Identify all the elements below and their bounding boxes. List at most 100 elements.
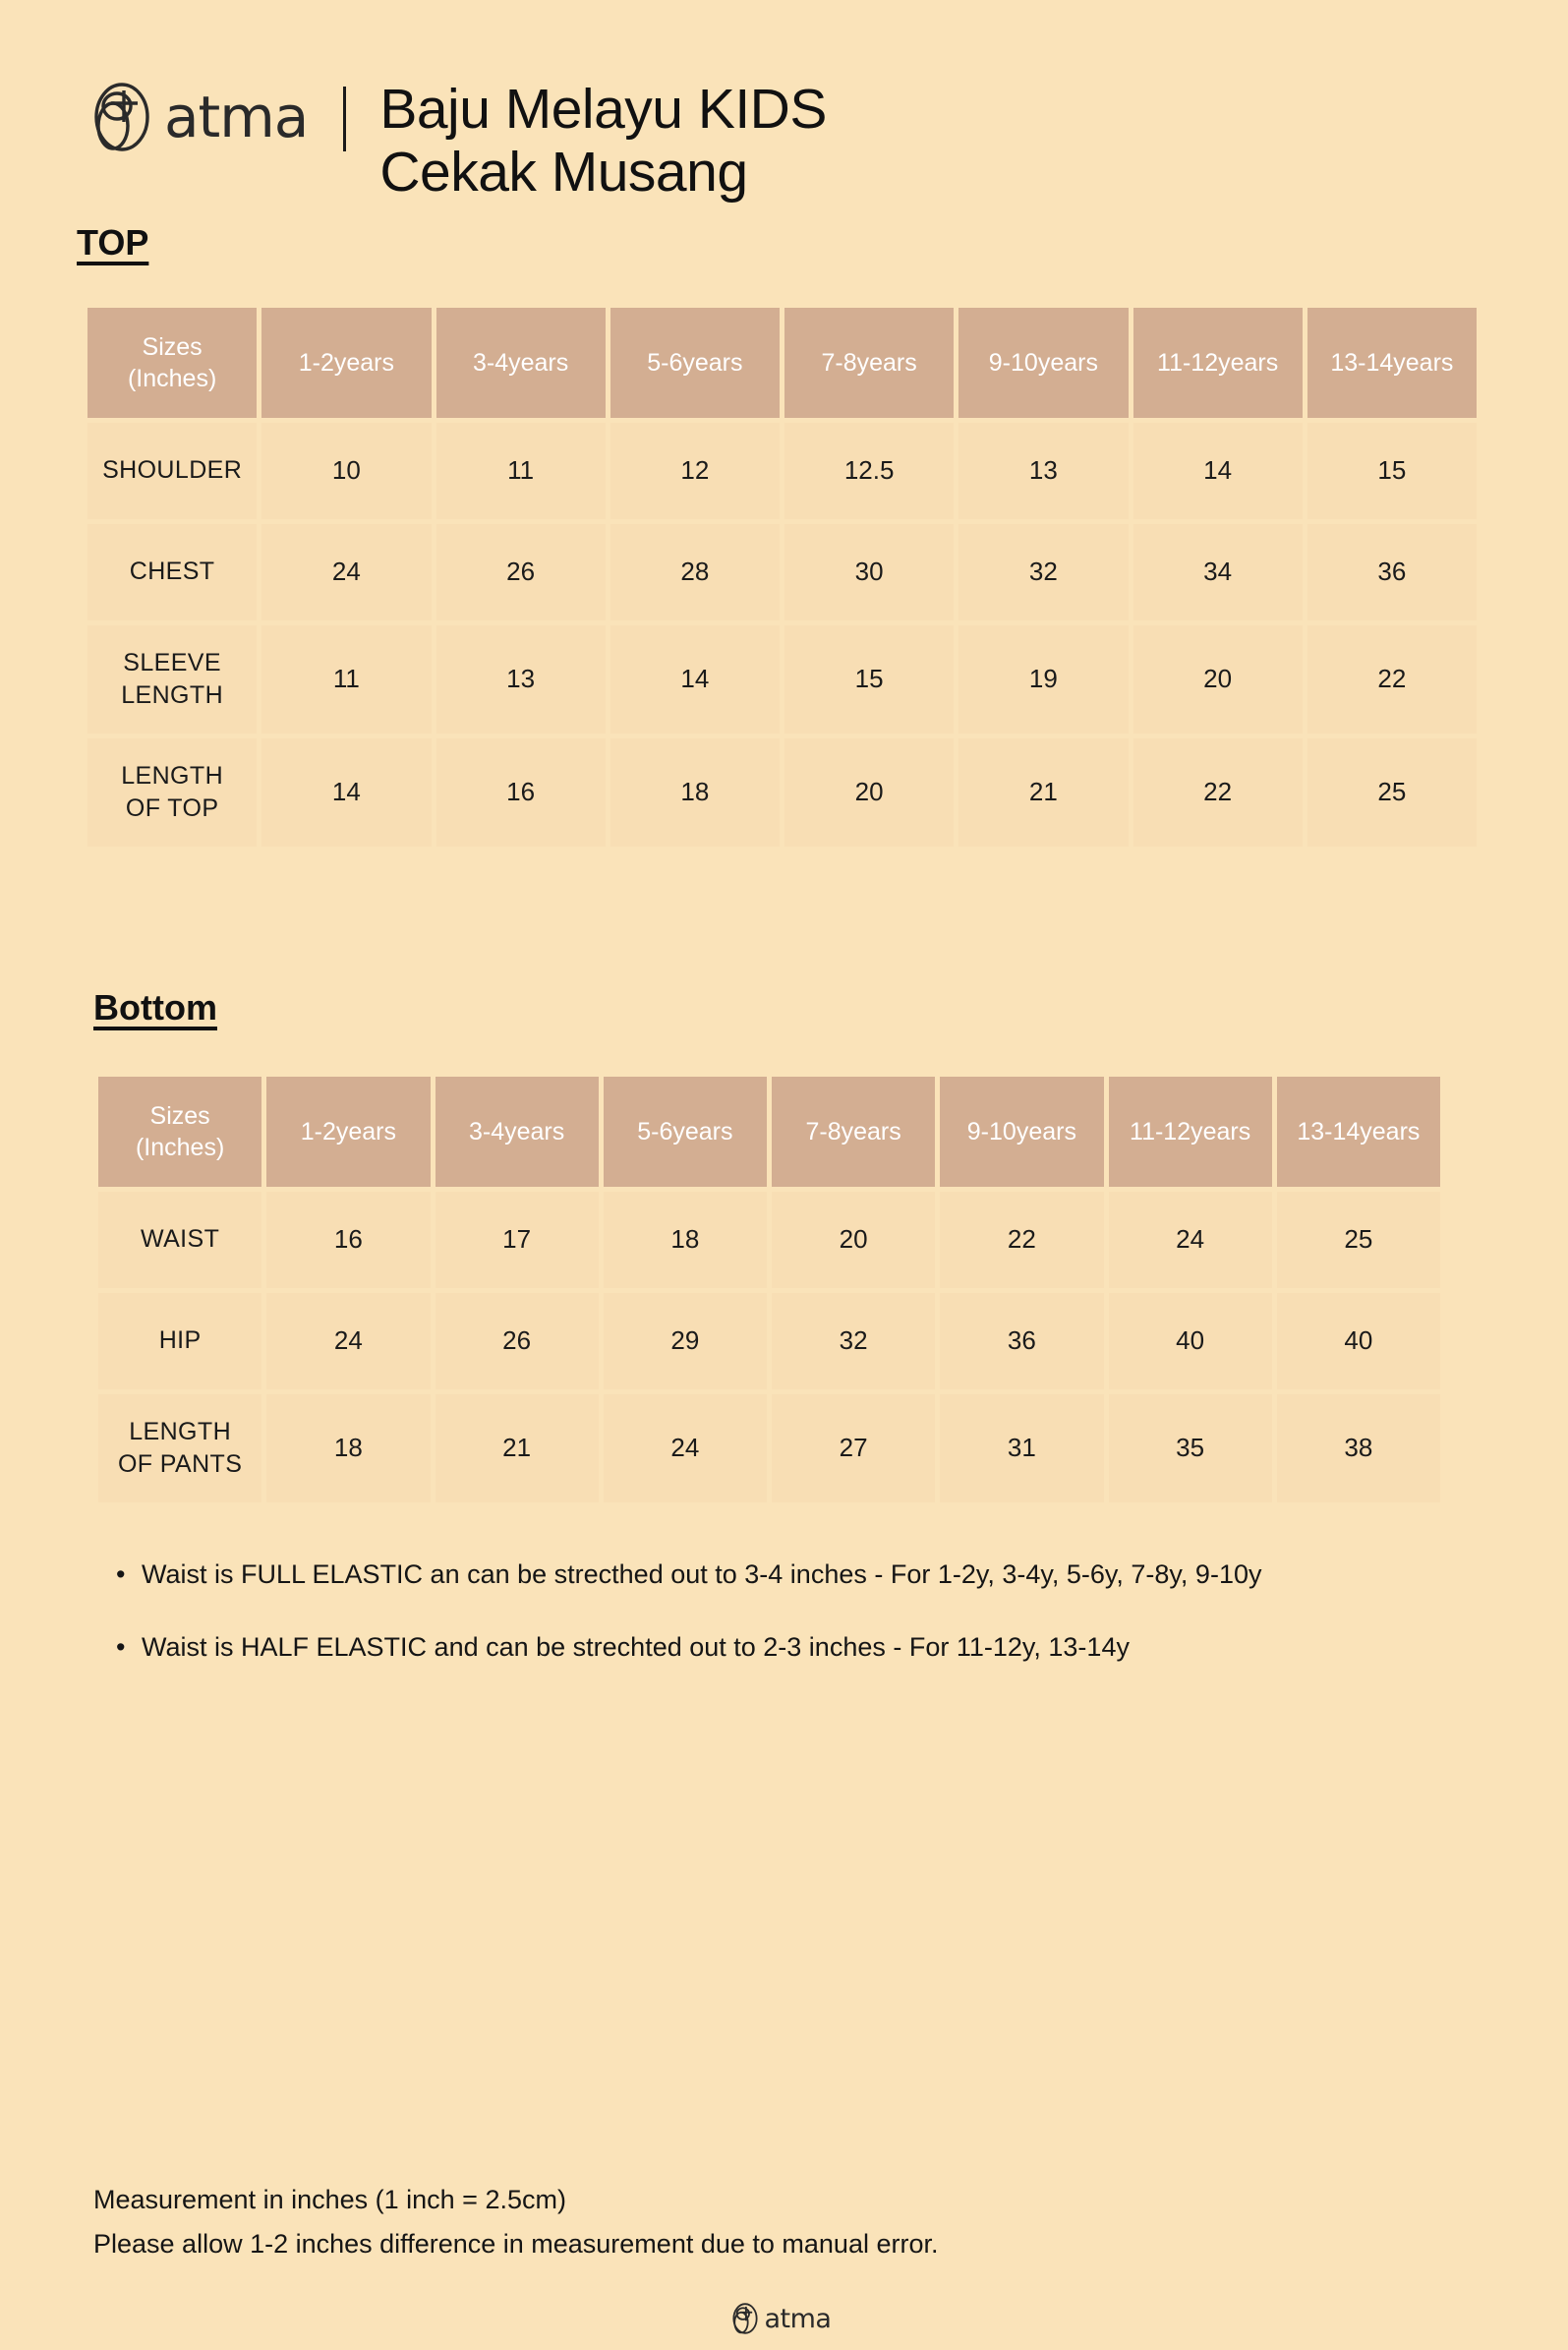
table-row: HIP 24 26 29 32 36 40 40: [98, 1292, 1440, 1389]
table-row: LENGTH OF PANTS 18 21 24 27 31 35 38: [98, 1393, 1440, 1502]
top-row-label-0: SHOULDER: [87, 422, 258, 519]
top-cell-3-5: 22: [1132, 737, 1303, 847]
top-column-header-6: 13-14years: [1307, 307, 1477, 418]
row-label-line-2: OF PANTS: [117, 1449, 243, 1478]
bottom-cell-2-5: 35: [1108, 1393, 1272, 1502]
bottom-column-header-3: 7-8years: [772, 1076, 936, 1187]
page-title: Baju Melayu KIDS Cekak Musang: [379, 77, 827, 205]
bottom-cell-2-1: 21: [435, 1393, 599, 1502]
top-table-wrapper: Sizes (Inches) 1-2years 3-4years 5-6year…: [0, 303, 1568, 852]
top-cell-1-5: 34: [1132, 523, 1303, 620]
top-corner-header: Sizes (Inches): [87, 307, 258, 418]
top-cell-2-6: 22: [1307, 624, 1477, 734]
bottom-column-header-0: 1-2years: [266, 1076, 431, 1187]
top-cell-0-3: 12.5: [784, 422, 955, 519]
top-size-table: Sizes (Inches) 1-2years 3-4years 5-6year…: [83, 303, 1481, 852]
footer-tolerance-note: Please allow 1-2 inches difference in me…: [93, 2228, 939, 2259]
bottom-row-label-0: WAIST: [98, 1191, 262, 1288]
bottom-column-header-6: 13-14years: [1276, 1076, 1440, 1187]
footer-measurement-note: Measurement in inches (1 inch = 2.5cm): [93, 2185, 566, 2214]
bottom-table-body: WAIST 16 17 18 20 22 24 25 HIP 24 26 29 …: [98, 1191, 1440, 1502]
top-cell-1-2: 28: [610, 523, 780, 620]
bottom-cell-1-4: 36: [940, 1292, 1104, 1389]
corner-label-line-2: (Inches): [127, 364, 217, 392]
row-label-line-1: SLEEVE: [123, 649, 221, 677]
top-table-body: SHOULDER 10 11 12 12.5 13 14 15 CHEST 24…: [87, 422, 1477, 847]
bottom-column-header-4: 9-10years: [940, 1076, 1104, 1187]
top-column-header-1: 3-4years: [436, 307, 606, 418]
page-title-line-2: Cekak Musang: [379, 140, 748, 204]
bottom-cell-0-5: 24: [1108, 1191, 1272, 1288]
bottom-cell-1-3: 32: [772, 1292, 936, 1389]
brand-wordmark: atma: [164, 84, 309, 150]
top-row-label-2: SLEEVE LENGTH: [87, 624, 258, 734]
table-row: SLEEVE LENGTH 11 13 14 15 19 20 22: [87, 624, 1477, 734]
top-column-header-0: 1-2years: [261, 307, 432, 418]
bottom-cell-0-4: 22: [940, 1191, 1104, 1288]
row-label-line-2: LENGTH: [121, 680, 224, 709]
bottom-table-head: Sizes (Inches) 1-2years 3-4years 5-6year…: [98, 1076, 1440, 1187]
bottom-corner-header: Sizes (Inches): [98, 1076, 262, 1187]
page-title-line-1: Baju Melayu KIDS: [379, 78, 827, 141]
bullet-icon: •: [116, 1632, 126, 1663]
top-cell-0-5: 14: [1132, 422, 1303, 519]
bottom-cell-2-6: 38: [1276, 1393, 1440, 1502]
bottom-column-header-1: 3-4years: [435, 1076, 599, 1187]
top-cell-1-3: 30: [784, 523, 955, 620]
bottom-cell-2-0: 18: [266, 1393, 431, 1502]
top-cell-2-4: 19: [958, 624, 1129, 734]
top-cell-2-1: 13: [436, 624, 606, 734]
bottom-cell-0-6: 25: [1276, 1191, 1440, 1288]
bottom-column-header-2: 5-6years: [603, 1076, 767, 1187]
list-item: • Waist is HALF ELASTIC and can be strec…: [116, 1629, 1480, 1665]
note-text-0: Waist is FULL ELASTIC an can be strecthe…: [142, 1558, 1262, 1589]
atma-circle-mark-icon: [94, 83, 149, 151]
bottom-cell-2-4: 31: [940, 1393, 1104, 1502]
top-cell-0-1: 11: [436, 422, 606, 519]
top-cell-0-0: 10: [261, 422, 432, 519]
bottom-cell-1-1: 26: [435, 1292, 599, 1389]
brand-logo: atma: [93, 83, 309, 151]
top-cell-2-3: 15: [784, 624, 955, 734]
top-cell-2-2: 14: [610, 624, 780, 734]
top-cell-0-4: 13: [958, 422, 1129, 519]
top-column-header-3: 7-8years: [784, 307, 955, 418]
top-cell-3-6: 25: [1307, 737, 1477, 847]
corner-label-line-2: (Inches): [135, 1133, 225, 1161]
top-cell-3-0: 14: [261, 737, 432, 847]
section-heading-bottom: Bottom: [93, 986, 217, 1028]
table-row: WAIST 16 17 18 20 22 24 25: [98, 1191, 1440, 1288]
table-row: CHEST 24 26 28 30 32 34 36: [87, 523, 1477, 620]
page-footer: Measurement in inches (1 inch = 2.5cm) P…: [93, 2180, 1470, 2334]
top-row-label-3: LENGTH OF TOP: [87, 737, 258, 847]
atma-circle-mark-icon: [731, 2303, 758, 2334]
top-column-header-5: 11-12years: [1132, 307, 1303, 418]
table-header-row: Sizes (Inches) 1-2years 3-4years 5-6year…: [87, 307, 1477, 418]
bottom-cell-1-2: 29: [603, 1292, 767, 1389]
bottom-cell-2-3: 27: [772, 1393, 936, 1502]
top-cell-3-1: 16: [436, 737, 606, 847]
bottom-column-header-5: 11-12years: [1108, 1076, 1272, 1187]
top-cell-1-0: 24: [261, 523, 432, 620]
vertical-divider-icon: [343, 87, 347, 151]
row-label-line-2: OF TOP: [125, 793, 219, 822]
bottom-cell-0-1: 17: [435, 1191, 599, 1288]
bottom-cell-1-6: 40: [1276, 1292, 1440, 1389]
top-cell-1-4: 32: [958, 523, 1129, 620]
top-table-head: Sizes (Inches) 1-2years 3-4years 5-6year…: [87, 307, 1477, 418]
top-cell-2-5: 20: [1132, 624, 1303, 734]
row-label-line-1: LENGTH: [129, 1418, 232, 1446]
top-cell-3-3: 20: [784, 737, 955, 847]
top-cell-1-1: 26: [436, 523, 606, 620]
page-header: atma Baju Melayu KIDS Cekak Musang: [0, 0, 1568, 205]
bottom-row-label-1: HIP: [98, 1292, 262, 1389]
bottom-cell-0-3: 20: [772, 1191, 936, 1288]
bottom-cell-1-0: 24: [266, 1292, 431, 1389]
notes-list: • Waist is FULL ELASTIC an can be strect…: [0, 1557, 1568, 1666]
section-heading-top: TOP: [77, 221, 149, 263]
top-cell-1-6: 36: [1307, 523, 1477, 620]
bottom-cell-0-0: 16: [266, 1191, 431, 1288]
bottom-table-wrapper: Sizes (Inches) 1-2years 3-4years 5-6year…: [0, 1072, 1568, 1507]
bottom-cell-0-2: 18: [603, 1191, 767, 1288]
